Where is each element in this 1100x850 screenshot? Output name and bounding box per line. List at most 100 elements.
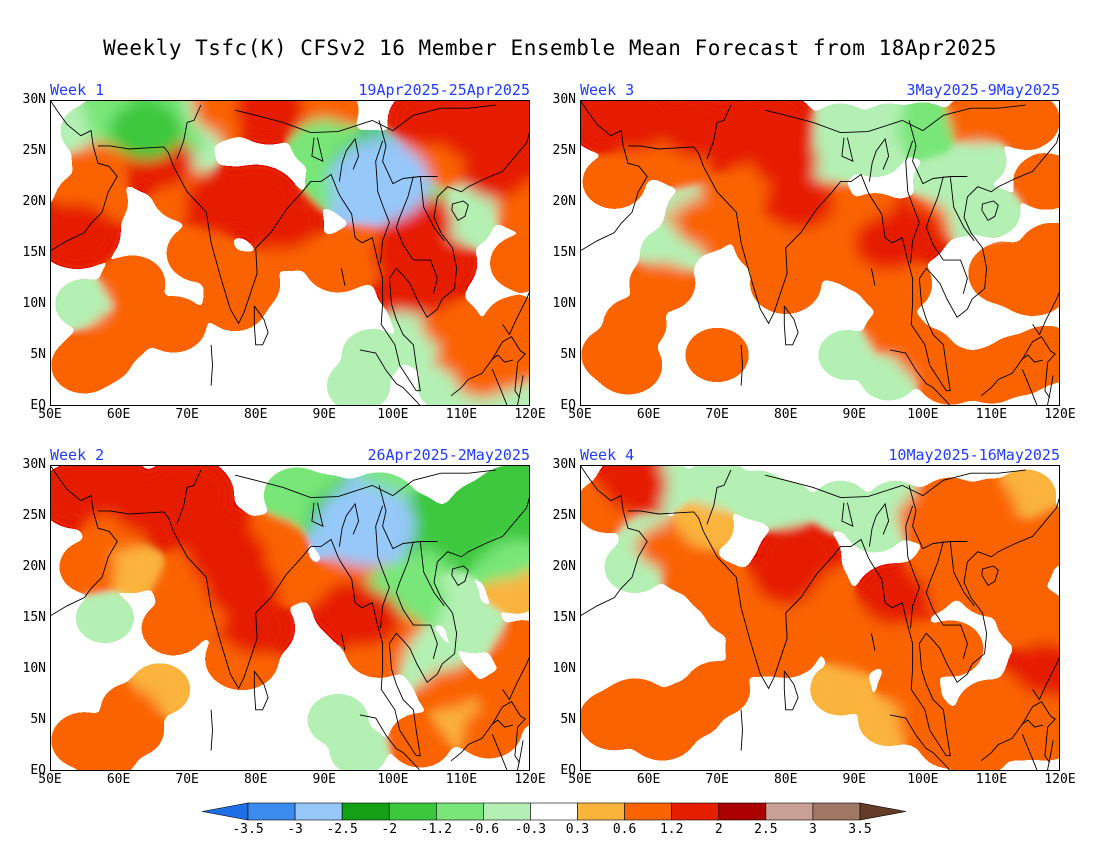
anomaly-cell xyxy=(824,337,870,373)
coastline xyxy=(580,100,648,252)
anomaly-cell xyxy=(692,335,743,375)
anomaly-cell xyxy=(471,340,530,391)
coastline xyxy=(419,541,445,607)
coastline xyxy=(451,200,469,222)
lat-tick-label: 20N xyxy=(552,194,576,209)
anomaly-cell xyxy=(816,670,865,709)
anomaly-cell xyxy=(330,590,401,646)
colorbar-tick-label: -0.3 xyxy=(514,822,547,837)
anomaly-cell xyxy=(69,332,127,378)
coastlines xyxy=(50,465,530,771)
anomaly-cell xyxy=(922,353,978,398)
lat-tick-label: 15N xyxy=(552,245,576,260)
anomaly-cell xyxy=(452,610,498,647)
coastline xyxy=(1046,740,1054,771)
coastline xyxy=(740,344,743,386)
coastline xyxy=(706,469,732,525)
colorbar-tick-label: 0.3 xyxy=(565,822,590,837)
coastline xyxy=(868,502,890,547)
coastline xyxy=(1021,734,1038,771)
anomaly-cell xyxy=(924,484,977,527)
coastline xyxy=(870,633,876,651)
coastline xyxy=(502,655,530,701)
anomaly-cell xyxy=(955,143,1001,180)
colorbar-swatch xyxy=(530,802,578,821)
anomaly-cell xyxy=(854,215,923,270)
colorbar-tick-label: 2 xyxy=(714,822,723,837)
map-plot-area xyxy=(580,465,1060,771)
week-label: Week 1 xyxy=(50,81,105,99)
anomaly-cell xyxy=(147,303,200,346)
date-range-label: 3May2025-9May2025 xyxy=(906,81,1060,99)
coastlines xyxy=(50,100,530,406)
coastline xyxy=(516,375,524,406)
anomaly-cell xyxy=(866,357,912,394)
coastline xyxy=(783,670,799,711)
anomaly-cell xyxy=(1017,707,1060,754)
lon-tick-label: 60E xyxy=(636,407,661,422)
coastline xyxy=(234,474,373,499)
coastline xyxy=(783,305,799,346)
lat-tick-label: 5N xyxy=(560,712,576,727)
anomaly-cell xyxy=(764,528,835,585)
anomaly-cell xyxy=(815,110,866,151)
coastline xyxy=(841,502,854,527)
lon-tick-label: 120E xyxy=(514,407,546,422)
colorbar-swatch xyxy=(388,802,437,821)
coastline xyxy=(234,109,373,134)
date-range-label: 19Apr2025-25Apr2025 xyxy=(358,81,530,99)
colorbar-right-arrow xyxy=(859,802,907,821)
anomaly-cell xyxy=(50,203,114,262)
anomaly-cell xyxy=(218,172,294,232)
coastline xyxy=(764,109,903,134)
lon-tick-label: 110E xyxy=(975,407,1008,422)
anomaly-cell xyxy=(600,343,656,388)
anomaly-cell xyxy=(78,140,132,183)
lat-tick-label: EQ xyxy=(30,763,46,778)
coastlines xyxy=(580,465,1060,771)
coastline xyxy=(949,541,975,607)
lat-tick-label: 20N xyxy=(552,559,576,574)
colorbar-swatch xyxy=(812,802,861,821)
lon-tick-label: 50E xyxy=(38,407,62,422)
colorbar-swatch xyxy=(341,802,390,821)
date-range-label: 10May2025-16May2025 xyxy=(888,446,1060,464)
lon-tick-label: 50E xyxy=(38,772,62,787)
colorbar-swatch xyxy=(247,802,296,821)
coastline xyxy=(491,369,508,406)
anomaly-cell xyxy=(107,689,158,730)
map-plot-area xyxy=(50,100,530,406)
coastline xyxy=(451,565,469,587)
anomaly-cell xyxy=(61,286,107,322)
anomaly-cell xyxy=(496,242,530,285)
coastline xyxy=(1021,369,1038,406)
anomaly-cell xyxy=(919,162,968,201)
coastline xyxy=(870,268,876,286)
lat-tick-label: 20N xyxy=(22,559,46,574)
coastline xyxy=(311,137,324,162)
anomaly-cell xyxy=(314,701,362,739)
anomaly-cell xyxy=(968,194,1014,231)
anomaly-field xyxy=(580,100,1060,406)
anomaly-cell xyxy=(732,100,812,163)
lon-tick-label: 70E xyxy=(175,407,199,422)
lat-tick-label: 30N xyxy=(22,457,46,472)
lon-tick-label: 60E xyxy=(106,407,131,422)
anomaly-cell xyxy=(381,252,460,315)
anomaly-cell xyxy=(473,471,530,540)
lat-tick-label: 20N xyxy=(22,194,46,209)
anomaly-cell xyxy=(1020,160,1060,203)
anomaly-cell xyxy=(193,100,249,133)
coastline xyxy=(1032,290,1060,336)
coastline xyxy=(889,714,951,771)
lat-tick-label: 25N xyxy=(552,508,576,523)
anomaly-cell xyxy=(1013,643,1060,695)
lon-tick-label: 100E xyxy=(907,407,939,422)
lon-tick-label: 80E xyxy=(243,407,268,422)
lon-tick-label: 60E xyxy=(636,772,661,787)
colorbar-tick-label: 2.5 xyxy=(754,822,778,837)
lon-tick-label: 120E xyxy=(514,772,546,787)
anomaly-cell xyxy=(597,100,673,151)
lat-tick-label: 30N xyxy=(552,92,576,107)
lat-tick-label: 10N xyxy=(552,296,576,311)
